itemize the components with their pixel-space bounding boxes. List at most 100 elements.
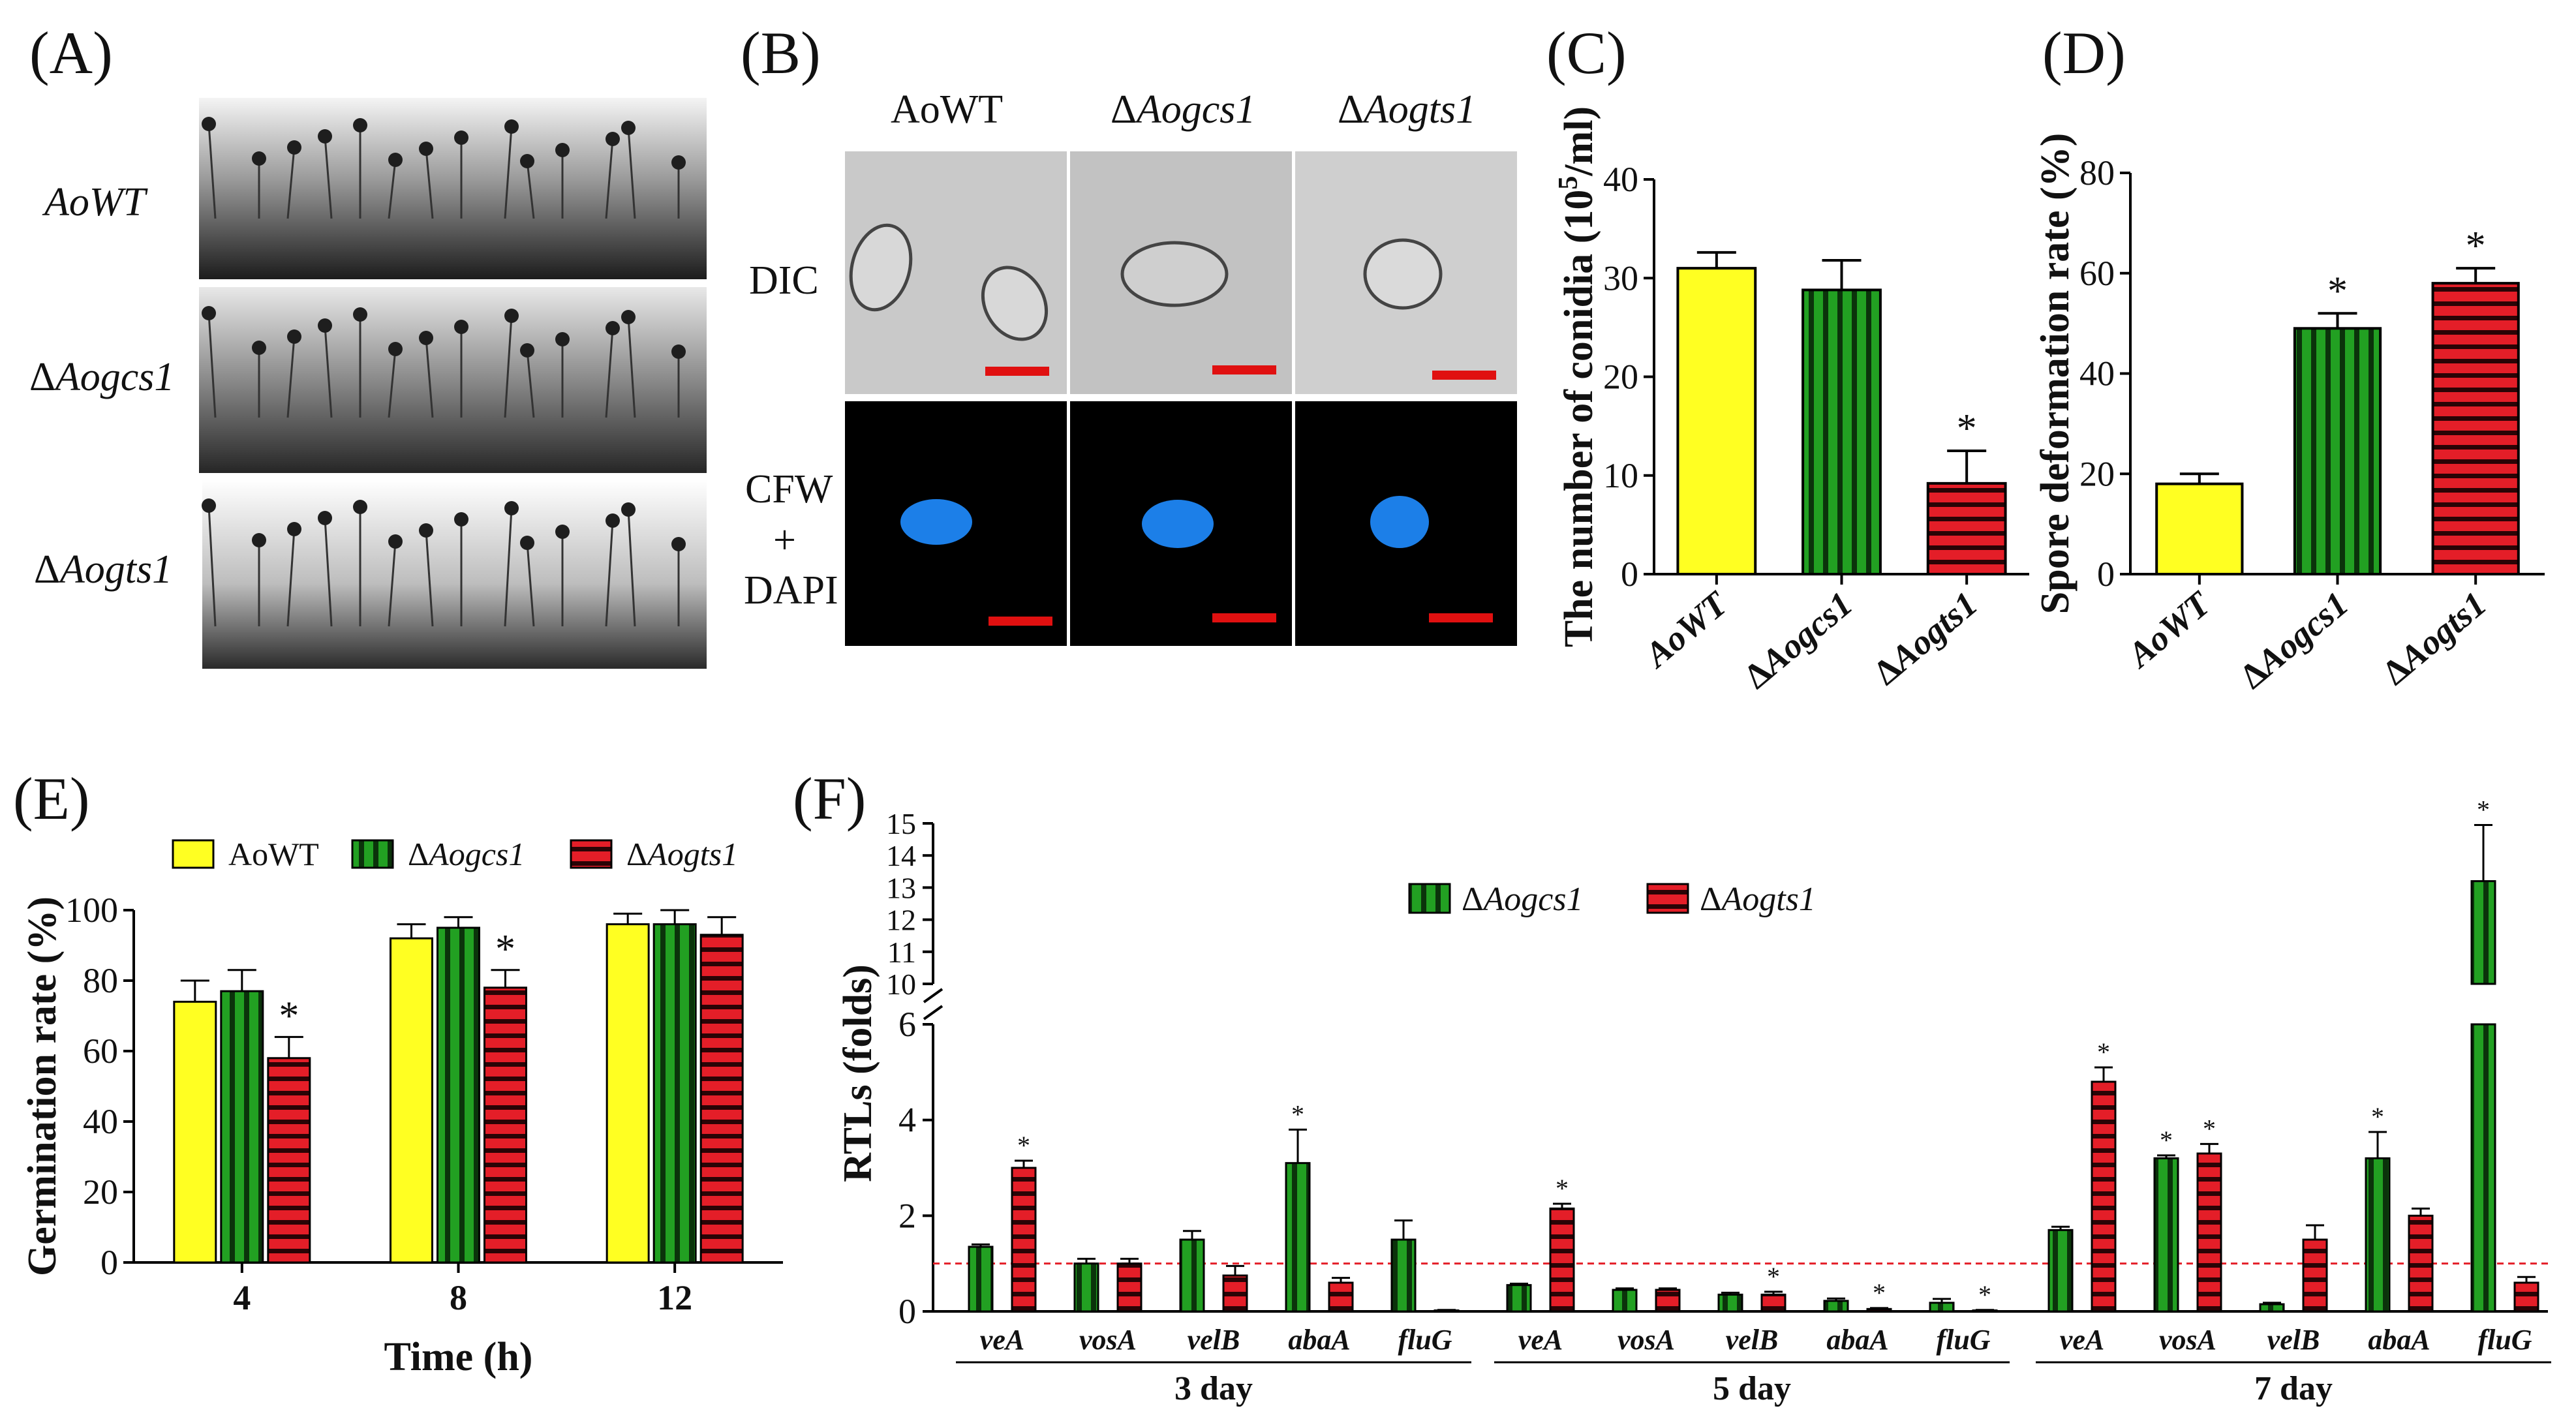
conidium-head	[202, 306, 216, 320]
axis-break-mark	[923, 988, 943, 1003]
hypha	[526, 542, 535, 627]
hypha	[207, 123, 217, 219]
x-tick-label: ΔAogts1	[1866, 584, 1985, 692]
bar	[1926, 481, 2007, 575]
nucleus-stain-gts1	[1370, 496, 1429, 548]
scale-bar	[1212, 365, 1276, 374]
bar-upper-segment	[2470, 880, 2496, 985]
significance-mark: *	[1291, 1099, 1304, 1129]
x-tick-label: ΔAogts1	[2375, 584, 2494, 692]
legend-label: ΔAogts1	[1700, 881, 1816, 918]
conidium-head	[555, 525, 570, 539]
legend-swatch	[351, 839, 394, 869]
bar	[2365, 1157, 2391, 1313]
spore-wt-1	[849, 223, 913, 312]
hypha	[504, 508, 513, 627]
x-tick-label: AoWT	[1636, 583, 1736, 676]
y-tick-label: 60	[2079, 254, 2115, 293]
conidium-head	[252, 341, 266, 355]
conidium-head	[606, 513, 620, 528]
gene-label: veA	[980, 1324, 1024, 1356]
significance-mark: *	[2327, 269, 2348, 313]
y-tick-label: 20	[2079, 454, 2115, 493]
y-tick-label: 60	[83, 1031, 118, 1071]
gene-label: velB	[1726, 1324, 1779, 1356]
bar	[2155, 482, 2244, 575]
conidium-head	[606, 132, 620, 146]
conidium-head	[520, 154, 534, 168]
conidium-head	[287, 329, 301, 344]
bar	[2408, 1214, 2434, 1313]
legend-swatch	[172, 839, 215, 869]
hypha	[627, 316, 636, 418]
conidium-head	[419, 523, 433, 538]
y-tick-label: 2	[898, 1196, 916, 1235]
y-tick-label: 6	[898, 1005, 916, 1044]
panel-a-label: (A)	[29, 20, 113, 86]
bar	[1802, 288, 1882, 575]
group-label: 3 day	[1174, 1370, 1253, 1407]
hypha	[324, 136, 333, 219]
hypha	[504, 315, 513, 418]
conidium-head	[287, 140, 301, 155]
hypha	[324, 325, 333, 418]
conidium-head	[353, 307, 367, 322]
bar	[2513, 1281, 2539, 1313]
y-tick-label: 100	[65, 891, 118, 930]
bar	[1549, 1207, 1575, 1313]
legend-label-prefix: Δ	[408, 836, 429, 872]
gene-label: abaA	[1288, 1324, 1350, 1356]
legend-swatch	[1408, 883, 1451, 914]
y-tick-label: 40	[2079, 354, 2115, 393]
conidium-head	[555, 143, 570, 157]
panel-a-row-label-gcs1: ΔAogcs1	[29, 355, 174, 399]
significance-mark: *	[2203, 1114, 2216, 1143]
y-tick-label: 0	[1621, 555, 1638, 594]
gene-label: velB	[2267, 1324, 2320, 1356]
bar	[2047, 1229, 2074, 1313]
bar-lower-segment	[2470, 1023, 2496, 1313]
y-tick-label: 13	[886, 871, 916, 904]
panel-b-row-label-dapi: DAPI	[744, 568, 838, 613]
x-tick-label-italic: Aogcs1	[1752, 584, 1860, 683]
panel-a-row-label-wt: AoWT	[42, 180, 149, 224]
bar	[173, 1000, 217, 1264]
x-tick-label-italic: AoWT	[2119, 583, 2218, 676]
legend-label: ΔAogcs1	[1462, 881, 1584, 918]
spore-gts1	[1363, 238, 1443, 310]
y-tick-label: 20	[1603, 358, 1638, 397]
conidium-head	[388, 342, 403, 356]
y-tick-label: 10	[886, 968, 916, 1001]
conidium-head	[520, 536, 534, 550]
bar	[2091, 1080, 2117, 1313]
legend-label: ΔAogcs1	[408, 836, 525, 872]
y-axis-label-unit: /ml)	[1557, 106, 1601, 177]
legend-label-prefix: Δ	[626, 836, 647, 872]
bar	[1760, 1293, 1786, 1313]
bar	[968, 1245, 994, 1313]
hypha	[605, 328, 614, 418]
y-axis-label: Spore deformation rate (%)	[2033, 133, 2078, 615]
x-tick-label: 12	[657, 1278, 692, 1317]
spore-wt-2	[981, 266, 1049, 341]
gene-label: abaA	[2368, 1324, 2430, 1356]
bar	[1612, 1289, 1638, 1313]
x-axis-label: Time (h)	[384, 1335, 533, 1379]
bar	[1222, 1274, 1248, 1313]
legend-swatch	[1646, 883, 1689, 914]
y-tick-label: 14	[886, 839, 916, 872]
significance-mark: *	[2466, 224, 2486, 268]
y-axis-label: RTLs (folds)	[836, 964, 880, 1182]
conidium-head	[454, 320, 468, 334]
hypha	[425, 148, 434, 219]
bar	[220, 990, 264, 1264]
x-tick-label-italic: Aogcs1	[2248, 584, 2355, 683]
bar	[1717, 1293, 1743, 1313]
conidium-head	[671, 155, 686, 170]
panel-b-row-label-dic: DIC	[749, 258, 819, 303]
bar	[1676, 267, 1757, 575]
x-tick-label: AoWT	[2119, 583, 2218, 676]
y-tick-label: 0	[2097, 555, 2115, 594]
